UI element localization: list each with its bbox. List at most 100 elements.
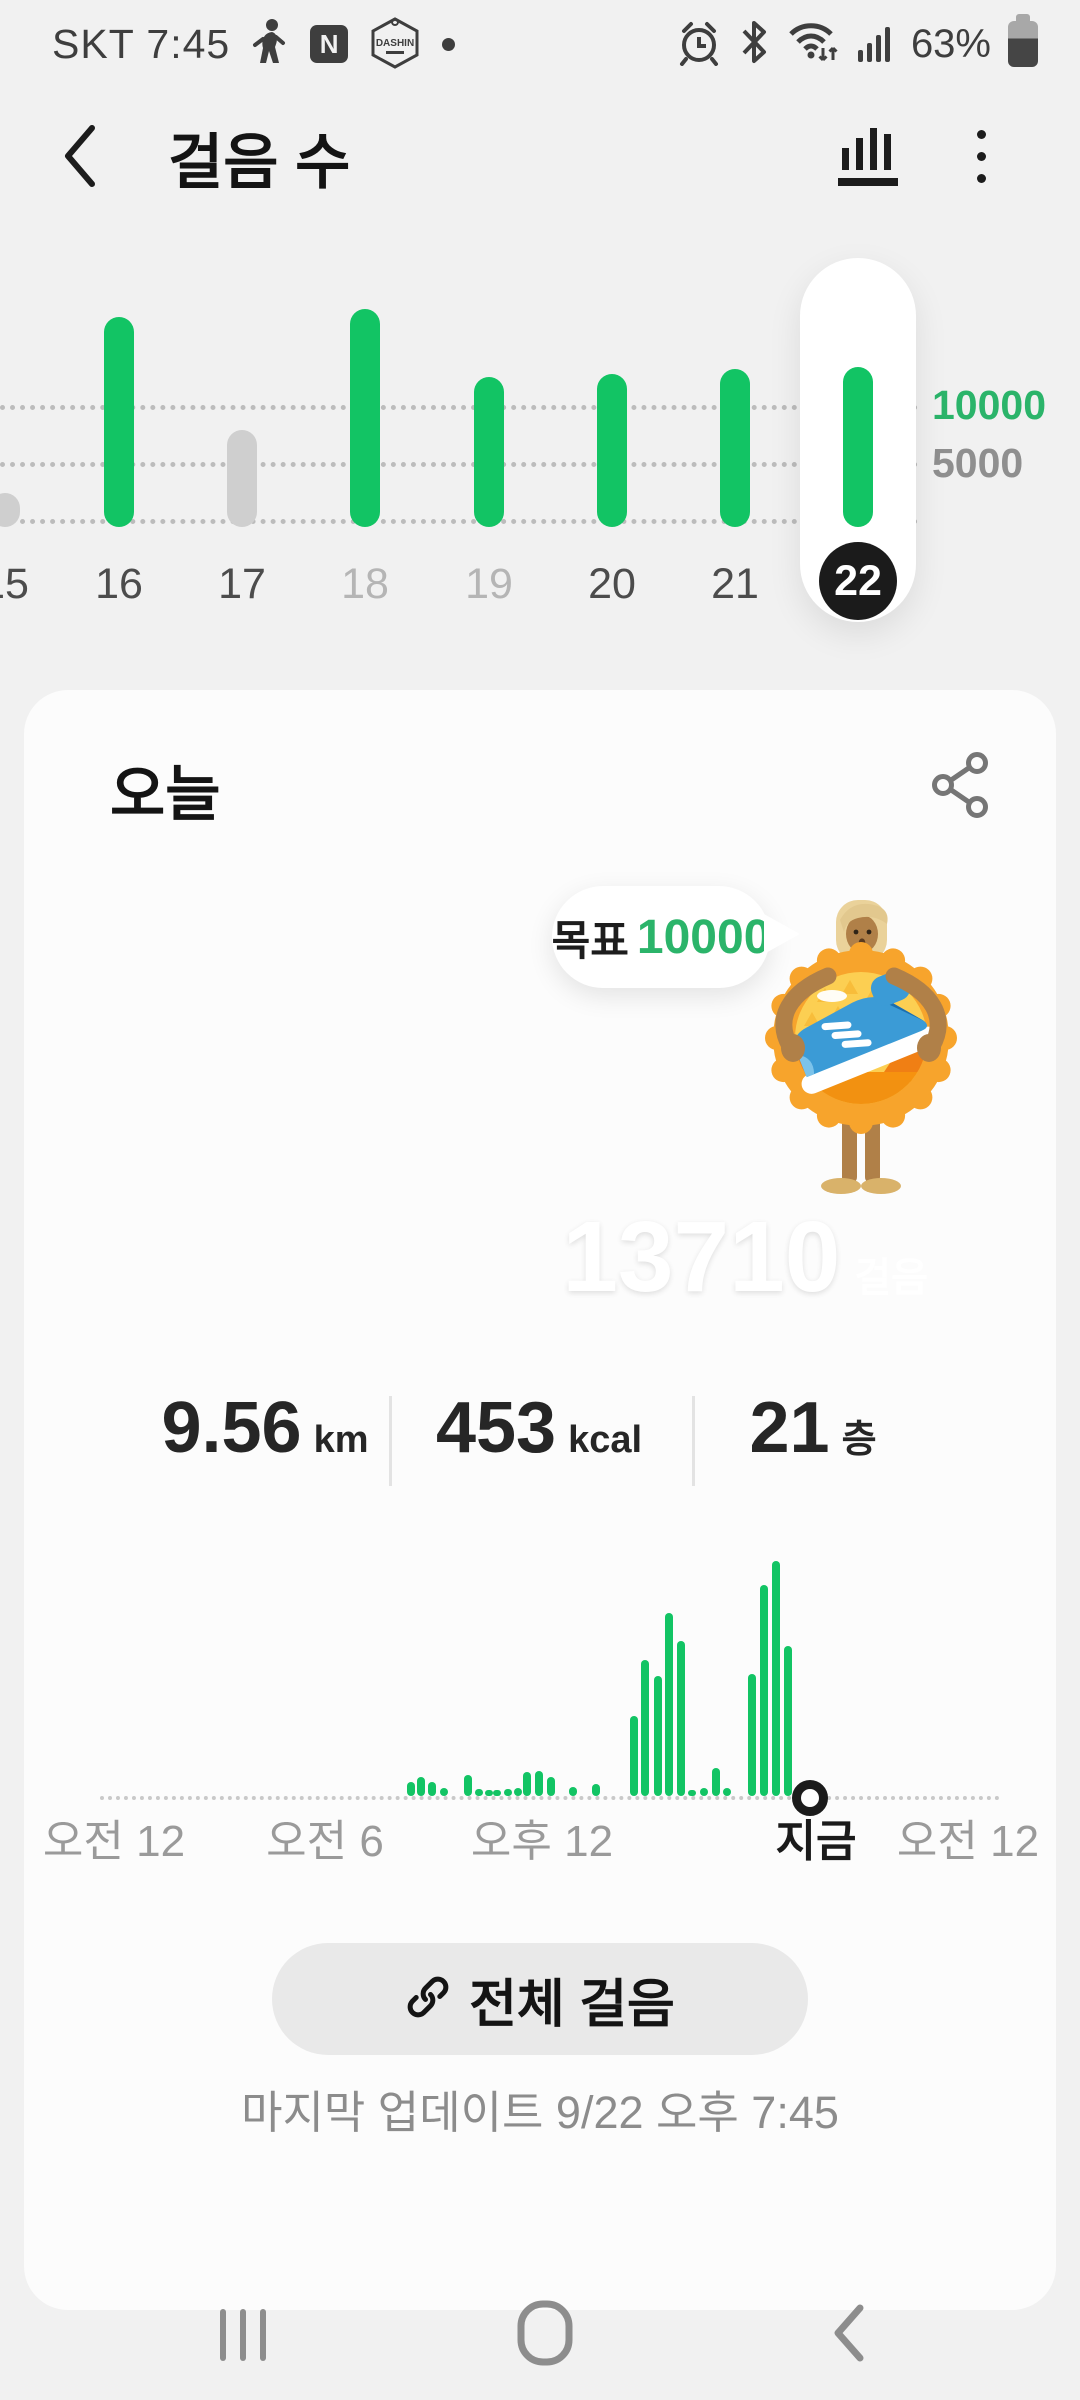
week-bar-16[interactable]: [104, 317, 134, 527]
day-label-21[interactable]: 21: [711, 560, 759, 608]
wifi-icon: [787, 18, 839, 71]
carrier-time: SKT 7:45: [52, 20, 231, 67]
all-steps-button[interactable]: 전체 걸음: [272, 1943, 808, 2055]
hourly-bar: [440, 1788, 448, 1796]
home-icon: [516, 2299, 574, 2372]
steps-progress-bar: 13710 걸음: [128, 1195, 950, 1323]
nav-back-button[interactable]: [768, 2280, 928, 2390]
hourly-bar: [485, 1790, 493, 1796]
share-button[interactable]: [930, 752, 992, 818]
day-label-18[interactable]: 18: [341, 560, 389, 608]
day-label-20[interactable]: 20: [588, 560, 636, 608]
battery-icon: [1008, 14, 1038, 67]
recents-button[interactable]: [163, 2280, 323, 2390]
hourly-bar: [654, 1676, 662, 1796]
battery-percent: 63%: [910, 21, 991, 66]
week-bar-17[interactable]: [227, 430, 257, 527]
hourly-bar: [535, 1771, 543, 1796]
mascot-illustration: [740, 880, 980, 1196]
signal-icon: [856, 20, 894, 69]
last-update-text: 마지막 업데이트 9/22 오후 7:45: [241, 2087, 839, 2138]
hourly-steps-chart: 오전 12 오전 6 오후 12 지금 오전 12: [43, 1510, 1039, 1866]
bluetooth-icon: [740, 18, 770, 71]
goal-value: 10000: [636, 910, 771, 964]
hourly-bar: [569, 1787, 577, 1796]
weekly-steps-chart[interactable]: 10000 5000 15 16 17 18 19 20 21 22: [0, 250, 1080, 650]
week-bar-22[interactable]: [843, 367, 873, 527]
hourly-bar: [665, 1613, 673, 1796]
nav-back-icon: [828, 2302, 868, 2369]
hourly-bar: [748, 1674, 756, 1796]
axis-label: 오전 6: [266, 1817, 384, 1866]
hourly-bar: [723, 1788, 731, 1796]
hourly-bar: [592, 1784, 600, 1796]
calories-unit: kcal: [568, 1419, 643, 1461]
stats-row: 9.56 km 453 kcal 21 층: [128, 1387, 950, 1503]
floors-value: 21: [749, 1388, 830, 1468]
day-label-16[interactable]: 16: [95, 560, 143, 608]
baseline-gridline: [0, 519, 918, 524]
day-label-15[interactable]: 15: [0, 560, 29, 608]
week-bar-15[interactable]: [0, 493, 20, 527]
week-bar-18[interactable]: [350, 309, 380, 527]
hourly-bar: [547, 1777, 555, 1796]
week-bar-19[interactable]: [474, 377, 504, 527]
stat-divider: [389, 1396, 392, 1486]
naver-notification-icon: N: [310, 25, 349, 63]
link-icon: [405, 1974, 451, 2025]
status-bar: SKT 7:45 N DASHIN: [0, 0, 1080, 74]
all-steps-button-label: 전체 걸음: [469, 1975, 675, 2034]
more-options-button[interactable]: [956, 118, 1006, 194]
y-axis-half-label: 5000: [932, 440, 1024, 486]
home-button[interactable]: [465, 2280, 625, 2390]
page-title: 걸음 수: [168, 129, 351, 196]
calories-stat: 453 kcal: [402, 1387, 676, 1503]
card-title: 오늘: [110, 761, 221, 828]
axis-label: 오후 12: [470, 1817, 614, 1866]
week-bar-20[interactable]: [597, 374, 627, 527]
hourly-bar: [760, 1585, 768, 1796]
hourly-bar: [523, 1772, 531, 1796]
hourly-bar: [641, 1660, 649, 1796]
axis-label-now: 지금: [775, 1817, 857, 1866]
app-bar: 걸음 수: [0, 96, 1080, 216]
now-marker: [792, 1780, 828, 1816]
goal-bubble: 목표 10000: [552, 886, 770, 988]
hourly-bar: [417, 1777, 425, 1796]
walker-notification-icon: [250, 17, 290, 72]
axis-label: 오전 12: [896, 1817, 1040, 1866]
day-label-19[interactable]: 19: [465, 560, 513, 608]
half-gridline: [0, 462, 918, 467]
hourly-bar: [428, 1782, 436, 1796]
hourly-bar: [475, 1789, 483, 1796]
selected-day-chip[interactable]: 22: [819, 542, 897, 620]
steps-count: 13710: [562, 1201, 841, 1313]
week-bar-21[interactable]: [720, 369, 750, 527]
distance-unit: km: [313, 1419, 369, 1461]
hourly-bar: [630, 1716, 638, 1796]
floors-unit: 층: [841, 1419, 877, 1461]
hourly-baseline: [100, 1796, 1000, 1800]
svg-text:DASHIN: DASHIN: [376, 38, 414, 49]
floors-stat: 21 층: [676, 1387, 950, 1503]
goal-gridline: [0, 405, 918, 410]
axis-label: 오전 12: [42, 1817, 186, 1866]
hourly-bar: [677, 1641, 685, 1796]
trends-chart-button[interactable]: [832, 122, 904, 190]
hourly-bar: [493, 1790, 501, 1796]
y-axis-goal-label: 10000: [932, 382, 1047, 428]
hourly-bar: [407, 1782, 415, 1796]
distance-value: 9.56: [161, 1388, 302, 1468]
hourly-bar: [772, 1561, 780, 1796]
hourly-bar: [464, 1775, 472, 1796]
today-card: 오늘 목표 10000: [24, 690, 1056, 2310]
hourly-bar: [712, 1768, 720, 1796]
stat-divider: [692, 1396, 695, 1486]
calories-value: 453: [435, 1388, 557, 1468]
hourly-bar: [514, 1788, 522, 1796]
hourly-bar: [700, 1788, 708, 1796]
goal-bubble-tail: [764, 914, 800, 954]
day-label-17[interactable]: 17: [218, 560, 266, 608]
back-button[interactable]: [58, 120, 106, 192]
hourly-bar: [504, 1789, 512, 1796]
